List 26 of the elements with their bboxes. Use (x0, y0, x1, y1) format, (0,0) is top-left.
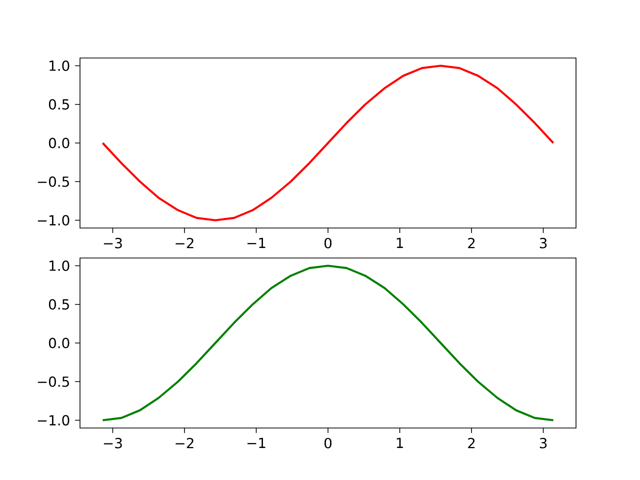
y-tick-label: −0.5 (38, 176, 69, 187)
y-tick-label: −1.0 (38, 415, 70, 426)
x-tick-label: 3 (540, 438, 547, 448)
x-tick-label: 1 (396, 238, 403, 248)
x-tick-label: −3 (104, 238, 122, 248)
y-tick-label: −0.5 (38, 376, 69, 387)
x-tick-label: 2 (468, 238, 475, 248)
x-tick-label: −1 (247, 238, 266, 248)
y-tick-label: 0.5 (48, 99, 69, 110)
x-tick-label: 0 (324, 238, 332, 248)
x-tick-label: −2 (176, 438, 194, 448)
y-tick-label: −1.0 (38, 215, 70, 226)
x-tick-label: −1 (247, 438, 266, 448)
y-tick-label: 1.0 (50, 60, 70, 71)
y-tick-label: 0.0 (48, 138, 70, 148)
x-tick-label: 1 (396, 438, 403, 448)
x-tick-label: −2 (176, 238, 194, 248)
y-tick-label: 0.0 (48, 338, 70, 348)
line-series (102, 64, 554, 222)
y-tick-label: 1.0 (50, 260, 70, 271)
x-tick-label: 2 (468, 438, 475, 448)
x-tick-label: −3 (104, 438, 122, 448)
x-tick-label: 3 (540, 238, 547, 248)
y-tick-label: 0.5 (48, 299, 69, 310)
line-series (102, 264, 554, 422)
x-tick-label: 0 (324, 438, 332, 448)
